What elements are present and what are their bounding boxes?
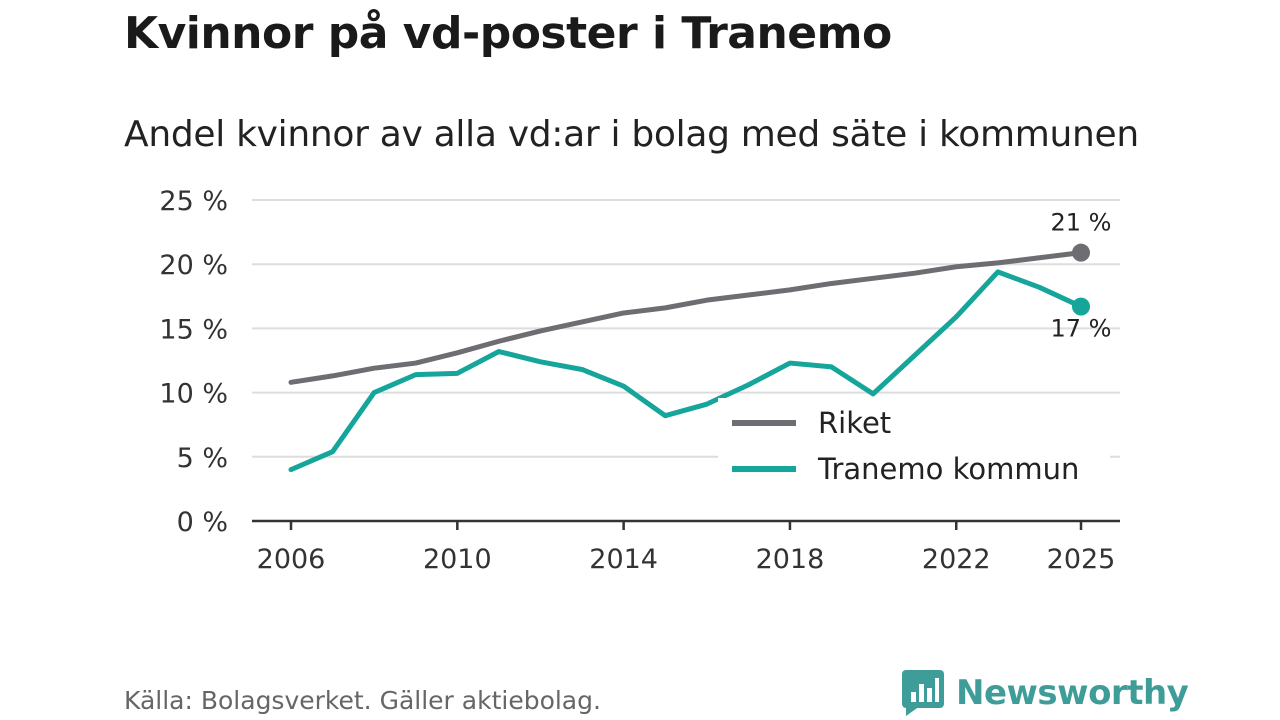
y-tick-label: 10 % — [159, 379, 228, 410]
y-tick-label: 0 % — [177, 507, 228, 538]
legend: Riket Tranemo kommun — [718, 398, 1110, 498]
newsworthy-logo-icon — [902, 670, 944, 716]
x-tick-label: 2014 — [589, 544, 658, 575]
riket-line — [288, 250, 1084, 385]
x-tick-label: 2010 — [423, 544, 492, 575]
y-axis-ticks: 0 % 5 % 10 % 15 % 20 % 25 % — [159, 186, 228, 538]
legend-label: Riket — [818, 406, 891, 440]
y-tick-label: 5 % — [177, 443, 228, 474]
legend-label: Tranemo kommun — [817, 452, 1079, 486]
y-tick-label: 25 % — [159, 186, 228, 217]
y-tick-label: 20 % — [159, 250, 228, 281]
end-value-label: 17 % — [1051, 315, 1112, 343]
end-point-marker — [1072, 243, 1090, 262]
chart-subtitle: Andel kvinnor av alla vd:ar i bolag med … — [124, 114, 1139, 155]
x-tick-label: 2022 — [922, 544, 991, 575]
end-value-label: 21 % — [1051, 209, 1112, 237]
newsworthy-logo: Newsworthy — [902, 670, 1189, 716]
x-tick-label: 2018 — [756, 544, 825, 575]
series-lines — [288, 250, 1084, 473]
x-tick-label: 2006 — [257, 544, 326, 575]
brand-name: Newsworthy — [956, 673, 1189, 713]
end-labels: 21 % 17 % — [1051, 209, 1112, 343]
x-axis-ticks: 2006 2010 2014 2018 2022 2025 — [257, 521, 1116, 575]
end-point-marker — [1072, 297, 1090, 316]
y-tick-label: 15 % — [159, 314, 228, 345]
x-tick-label: 2025 — [1047, 544, 1116, 575]
source-note: Källa: Bolagsverket. Gäller aktiebolag. — [124, 686, 601, 715]
chart-title: Kvinnor på vd-poster i Tranemo — [124, 8, 892, 59]
tranemo-line — [288, 269, 1084, 473]
legend-background — [718, 398, 1110, 498]
